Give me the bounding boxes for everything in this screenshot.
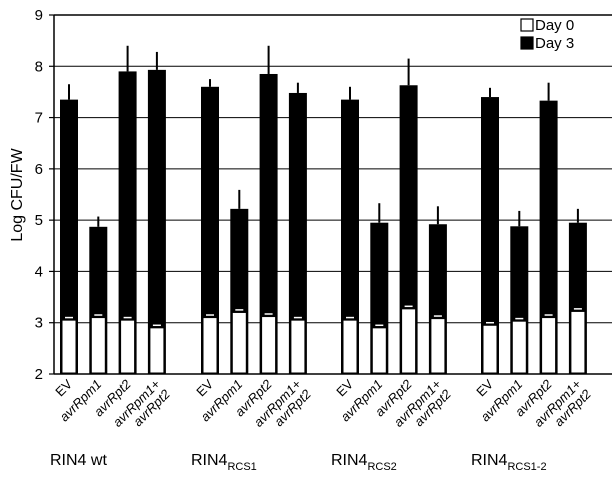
category-label: EV bbox=[193, 376, 216, 399]
category-label-line-1: EV bbox=[52, 376, 75, 399]
legend: Day 0 Day 3 bbox=[520, 17, 574, 52]
group-label: RIN4RCS2 bbox=[331, 452, 397, 473]
bar-day-3 bbox=[399, 85, 418, 375]
group-label: RIN4 wt bbox=[50, 452, 107, 469]
bar-day-3 bbox=[481, 97, 499, 375]
category-label: EV bbox=[473, 376, 496, 399]
bar-day-3 bbox=[60, 99, 78, 374]
legend-swatch-day-0 bbox=[520, 18, 534, 32]
bar-day-0 bbox=[371, 327, 387, 374]
y-tick-label: 7 bbox=[35, 110, 43, 127]
y-tick-label: 8 bbox=[35, 58, 43, 75]
bar-day-0 bbox=[342, 319, 358, 374]
y-axis-title: Log CFU/FW bbox=[9, 147, 26, 241]
bar-day-0 bbox=[570, 310, 586, 374]
group-label-subscript: RCS1 bbox=[227, 461, 256, 473]
group-label-subscript: RCS1-2 bbox=[507, 461, 546, 473]
bar-day-0 bbox=[231, 311, 247, 374]
y-tick-labels: 2 3 4 5 6 7 8 9 bbox=[35, 7, 54, 383]
bar-day-3 bbox=[201, 86, 219, 375]
group-label-main: RIN4 bbox=[331, 452, 368, 469]
bar-day-0 bbox=[149, 327, 165, 374]
legend-label-day-3: Day 3 bbox=[535, 35, 574, 52]
group-label: RIN4RCS1 bbox=[191, 452, 257, 473]
bar-day-0 bbox=[202, 317, 218, 374]
y-tick-label: 4 bbox=[35, 263, 43, 280]
category-label-line-1: EV bbox=[333, 376, 356, 399]
group-label-main: RIN4 bbox=[191, 452, 228, 469]
bars bbox=[60, 45, 587, 375]
bar-day-0 bbox=[61, 319, 77, 374]
category-label-line-1: EV bbox=[193, 376, 216, 399]
group-label-subscript: RCS2 bbox=[367, 461, 396, 473]
group-label-main: RIN4 wt bbox=[50, 452, 107, 469]
bar-day-0 bbox=[541, 317, 557, 374]
y-tick-label: 5 bbox=[35, 212, 43, 229]
y-tick-label: 2 bbox=[35, 366, 43, 383]
category-label-line-1: EV bbox=[473, 376, 496, 399]
axes bbox=[53, 14, 612, 375]
legend-label-day-0: Day 0 bbox=[535, 17, 574, 34]
category-label: EV bbox=[333, 376, 356, 399]
bar-day-3 bbox=[259, 73, 278, 374]
legend-swatch-day-3 bbox=[520, 36, 534, 50]
group-labels: RIN4 wt RIN4RCS1 RIN4RCS2 RIN4RCS1-2 bbox=[50, 452, 547, 473]
category-label: EV bbox=[52, 376, 75, 399]
bar-day-0 bbox=[430, 318, 446, 374]
bar-day-0 bbox=[290, 319, 306, 374]
bar-day-0 bbox=[261, 316, 277, 374]
bar-day-0 bbox=[120, 319, 136, 374]
bar-day-3 bbox=[118, 71, 137, 375]
bar-day-3 bbox=[341, 99, 359, 374]
bar-day-3 bbox=[147, 69, 166, 374]
bar-day-0 bbox=[482, 324, 498, 374]
bar-day-0 bbox=[511, 320, 527, 374]
y-tick-label: 9 bbox=[35, 7, 43, 24]
y-tick-label: 3 bbox=[35, 315, 43, 332]
bar-day-3 bbox=[539, 100, 558, 374]
bar-day-0 bbox=[90, 317, 106, 374]
bar-day-0 bbox=[401, 308, 417, 374]
group-label-main: RIN4 bbox=[471, 452, 508, 469]
group-label: RIN4RCS1-2 bbox=[471, 452, 547, 473]
y-tick-label: 6 bbox=[35, 161, 43, 178]
bar-day-3 bbox=[288, 92, 307, 374]
